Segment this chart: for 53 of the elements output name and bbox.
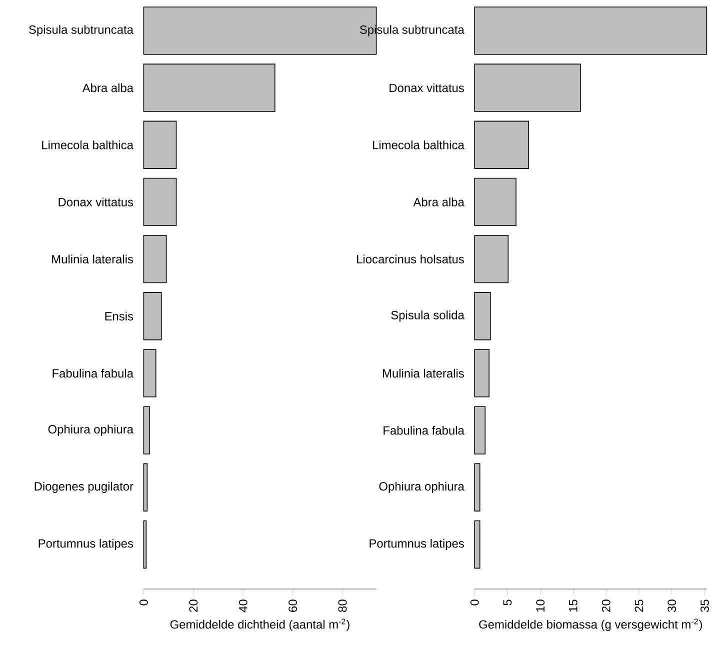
x-tick-label: 10: [536, 600, 545, 612]
y-tick-label: Limecola balthica: [373, 140, 464, 150]
bar: [474, 406, 486, 454]
x-tick-label: 60: [288, 600, 298, 612]
bar: [474, 120, 529, 169]
x-tick-label: 25: [634, 600, 644, 612]
y-tick-label: Donax vittatus: [390, 83, 464, 92]
x-tick-label: 20: [602, 600, 610, 612]
y-tick-label: Abra alba: [82, 83, 134, 92]
y-tick-label: Mulinia lateralis: [383, 368, 464, 378]
x-tick-label: 35: [700, 600, 709, 612]
bar: [143, 520, 147, 569]
y-tick-label: Liocarcinus holsatus: [357, 254, 464, 264]
x-axis-title: Gemiddelde biomassa (g versgewicht m$^{-2}$): [479, 618, 702, 632]
y-tick-label: Fabulina fabula: [52, 368, 134, 378]
x-tick-label: 0: [470, 600, 479, 606]
bar: [143, 406, 150, 454]
x-tick-label: 0: [139, 600, 148, 606]
x-tick-label: 15: [569, 600, 578, 612]
bar: [474, 463, 480, 512]
bar: [474, 292, 491, 340]
bar: [143, 463, 148, 512]
bar: [143, 349, 156, 398]
bar: [474, 6, 708, 55]
bar: [474, 234, 509, 284]
y-tick-label: Ophiura ophiura: [48, 424, 134, 436]
y-tick-label: Abra alba: [413, 198, 464, 206]
y-tick-label: Portumnus latipes: [38, 538, 134, 550]
x-axis-title: Gemiddelde dichtheid (aantal m$^{-2}$): [170, 618, 350, 632]
y-tick-label: Portumnus latipes: [370, 538, 464, 550]
y-tick-label: Mulinia lateralis: [52, 254, 134, 264]
x-tick-label: 5: [503, 600, 512, 606]
y-tick-label: Fabulina fabula: [384, 426, 464, 435]
x-tick-label: 40: [238, 600, 248, 612]
bar: [474, 520, 480, 569]
bar: [143, 292, 162, 340]
y-tick-label: Spisula solida: [391, 310, 464, 322]
bar: [143, 234, 167, 284]
y-tick-label: Donax vittatus: [58, 198, 134, 206]
bar: [143, 64, 276, 112]
x-tick-label: 20: [189, 600, 198, 612]
bar: [143, 120, 177, 169]
x-tick-label: 30: [668, 600, 676, 612]
x-tick-label: 80: [338, 600, 347, 612]
y-tick-label: Spisula subtruncata: [29, 25, 134, 36]
y-tick-label: Diogenes pugilator: [34, 482, 134, 493]
y-tick-label: Ophiura ophiura: [379, 482, 464, 493]
bar: [474, 64, 581, 112]
y-tick-label: Ensis: [105, 312, 134, 321]
bar: [474, 178, 516, 226]
bar: [143, 178, 177, 226]
y-tick-label: Limecola balthica: [42, 140, 134, 150]
bar: [474, 349, 490, 398]
